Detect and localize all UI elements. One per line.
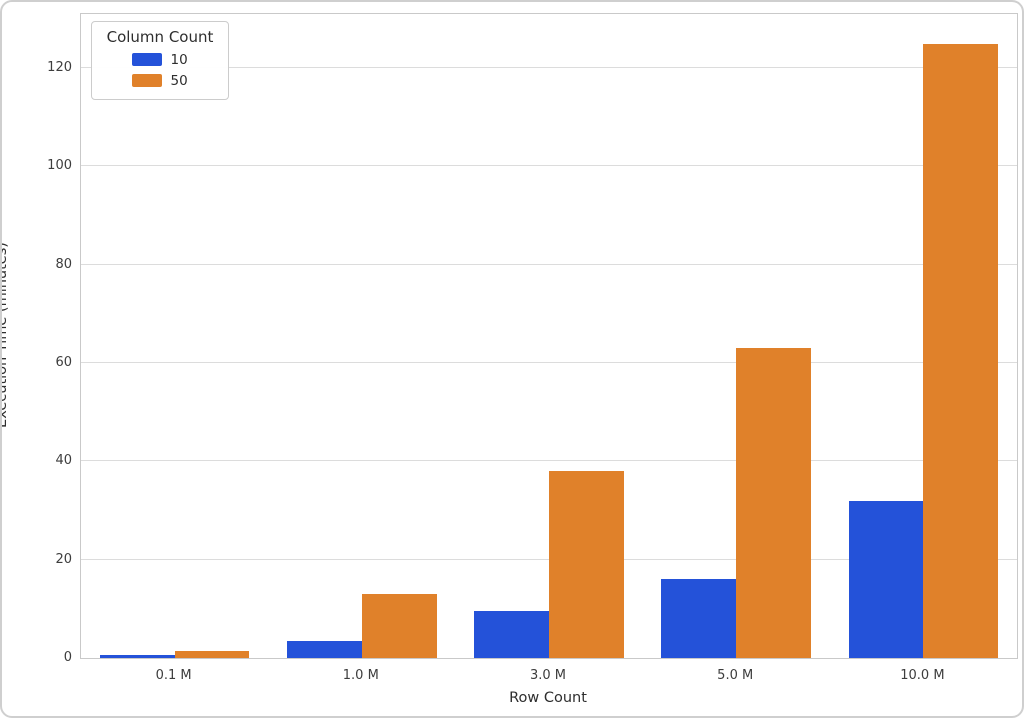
legend-title: Column Count bbox=[106, 28, 214, 46]
legend-items: 10 50 bbox=[104, 49, 216, 91]
legend-swatch-icon bbox=[131, 53, 162, 66]
x-tick-label: 5.0 M bbox=[717, 668, 754, 683]
x-tick-label: 0.1 M bbox=[155, 668, 192, 683]
y-tick-label: 100 bbox=[47, 158, 72, 174]
bar-10.0M-cols10 bbox=[848, 500, 924, 658]
plot-area: Column Count 10 50 bbox=[80, 13, 1018, 659]
bar-0.1M-cols50 bbox=[174, 650, 250, 658]
legend-item-label: 10 bbox=[170, 51, 188, 68]
bar-1.0M-cols50 bbox=[361, 594, 437, 658]
legend-item: 50 bbox=[104, 70, 216, 91]
y-tick-label: 80 bbox=[55, 256, 72, 272]
x-tick-label: 3.0 M bbox=[529, 668, 567, 683]
y-tick-label: 0 bbox=[63, 650, 72, 665]
y-tick-label: 60 bbox=[55, 355, 72, 371]
bar-5.0M-cols10 bbox=[661, 579, 737, 658]
gridline bbox=[81, 165, 1017, 167]
bar-10.0M-cols50 bbox=[923, 43, 999, 658]
gridline bbox=[81, 362, 1017, 364]
x-axis-label: Row Count bbox=[509, 690, 587, 706]
x-tick-label: 10.0 M bbox=[900, 668, 945, 683]
gridline bbox=[81, 460, 1017, 462]
bar-3.0M-cols10 bbox=[474, 611, 549, 658]
y-tick-label: 20 bbox=[55, 551, 72, 567]
y-tick-label: 120 bbox=[47, 60, 72, 76]
y-axis-label: Execution Time (minutes) bbox=[0, 242, 10, 428]
gridline bbox=[81, 67, 1017, 69]
legend-swatch-icon bbox=[131, 74, 162, 87]
x-tick-label: 1.0 M bbox=[342, 668, 379, 683]
bar-3.0M-cols50 bbox=[549, 471, 624, 658]
gridline bbox=[81, 263, 1017, 265]
legend: Column Count 10 50 bbox=[91, 21, 229, 100]
legend-item-label: 50 bbox=[170, 72, 188, 89]
bar-1.0M-cols10 bbox=[286, 640, 362, 658]
y-tick-label: 40 bbox=[55, 453, 72, 469]
legend-item: 10 bbox=[104, 49, 216, 70]
bar-5.0M-cols50 bbox=[736, 348, 812, 658]
bar-0.1M-cols10 bbox=[99, 654, 175, 658]
